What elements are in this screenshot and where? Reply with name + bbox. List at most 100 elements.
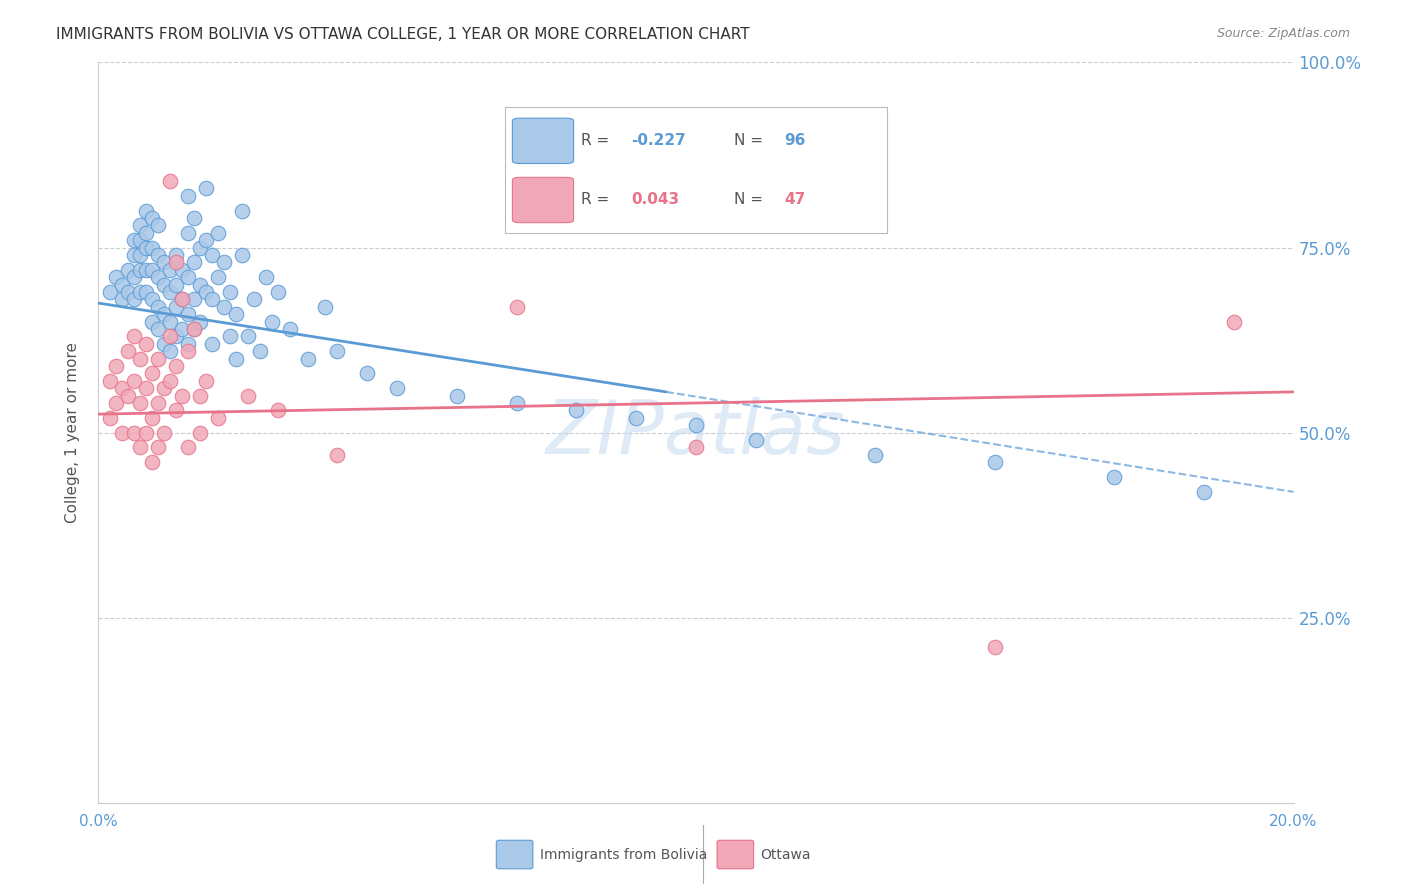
Point bbox=[219, 285, 242, 299]
Point bbox=[129, 396, 152, 410]
Point bbox=[177, 344, 200, 359]
Point bbox=[148, 396, 170, 410]
Point bbox=[141, 314, 163, 328]
Point bbox=[165, 403, 187, 417]
Point bbox=[984, 455, 1007, 469]
Point bbox=[135, 381, 157, 395]
Text: IMMIGRANTS FROM BOLIVIA VS OTTAWA COLLEGE, 1 YEAR OR MORE CORRELATION CHART: IMMIGRANTS FROM BOLIVIA VS OTTAWA COLLEG… bbox=[56, 27, 749, 42]
Point bbox=[129, 248, 152, 262]
Point bbox=[254, 270, 277, 285]
Point bbox=[385, 381, 409, 395]
Point bbox=[1104, 470, 1126, 484]
Point bbox=[159, 174, 181, 188]
Point bbox=[165, 248, 187, 262]
Point bbox=[159, 374, 181, 388]
Point bbox=[172, 388, 194, 402]
Y-axis label: College, 1 year or more: College, 1 year or more bbox=[65, 343, 80, 523]
Point bbox=[124, 233, 146, 247]
Point bbox=[141, 262, 163, 277]
Point bbox=[225, 351, 247, 366]
Point bbox=[685, 441, 707, 455]
Point bbox=[117, 344, 139, 359]
Point bbox=[135, 285, 157, 299]
Point bbox=[236, 388, 259, 402]
Point bbox=[225, 307, 247, 321]
Point bbox=[565, 403, 588, 417]
Point bbox=[111, 293, 134, 307]
Point bbox=[207, 226, 229, 240]
Point bbox=[159, 285, 181, 299]
Point bbox=[165, 255, 187, 269]
Point bbox=[446, 388, 468, 402]
Point bbox=[188, 240, 211, 255]
Point bbox=[129, 219, 152, 233]
Point bbox=[117, 262, 139, 277]
Point bbox=[188, 277, 211, 292]
Point bbox=[326, 344, 349, 359]
Point bbox=[865, 448, 887, 462]
Point bbox=[111, 425, 134, 440]
Text: Ottawa: Ottawa bbox=[761, 847, 811, 862]
Point bbox=[117, 388, 139, 402]
Point bbox=[183, 255, 205, 269]
Point bbox=[172, 322, 194, 336]
Point bbox=[129, 262, 152, 277]
Point bbox=[195, 181, 218, 195]
Point bbox=[177, 441, 200, 455]
Point bbox=[105, 270, 128, 285]
Point bbox=[135, 226, 157, 240]
Point bbox=[201, 293, 224, 307]
Point bbox=[98, 374, 122, 388]
Text: Source: ZipAtlas.com: Source: ZipAtlas.com bbox=[1216, 27, 1350, 40]
Point bbox=[141, 455, 163, 469]
Point bbox=[124, 270, 146, 285]
Point bbox=[195, 233, 218, 247]
Point bbox=[153, 381, 176, 395]
Point bbox=[148, 248, 170, 262]
Point bbox=[212, 255, 235, 269]
Point bbox=[124, 374, 146, 388]
Point bbox=[165, 359, 187, 373]
Point bbox=[231, 203, 253, 218]
Point bbox=[165, 329, 187, 343]
Point bbox=[153, 255, 176, 269]
Point bbox=[207, 410, 229, 425]
Point bbox=[201, 336, 224, 351]
Point bbox=[506, 396, 529, 410]
Point bbox=[153, 277, 176, 292]
Point bbox=[278, 322, 301, 336]
Point bbox=[188, 314, 211, 328]
Point bbox=[195, 374, 218, 388]
Point bbox=[129, 285, 152, 299]
Point bbox=[124, 329, 146, 343]
Point bbox=[148, 441, 170, 455]
Point bbox=[141, 410, 163, 425]
Point bbox=[148, 219, 170, 233]
Point bbox=[183, 211, 205, 225]
Point bbox=[148, 300, 170, 314]
Point bbox=[260, 314, 283, 328]
Point bbox=[129, 233, 152, 247]
Point bbox=[148, 322, 170, 336]
Point bbox=[177, 226, 200, 240]
Point bbox=[153, 336, 176, 351]
Point bbox=[111, 381, 134, 395]
Point bbox=[201, 248, 224, 262]
Point bbox=[105, 359, 128, 373]
Point bbox=[135, 262, 157, 277]
Point bbox=[111, 277, 134, 292]
Point bbox=[188, 388, 211, 402]
Point bbox=[1223, 314, 1246, 328]
Point bbox=[195, 285, 218, 299]
Point bbox=[117, 285, 139, 299]
Point bbox=[153, 425, 176, 440]
Point bbox=[243, 293, 266, 307]
Point bbox=[745, 433, 768, 447]
Point bbox=[141, 240, 163, 255]
Text: Immigrants from Bolivia: Immigrants from Bolivia bbox=[540, 847, 707, 862]
Point bbox=[685, 418, 707, 433]
Point bbox=[984, 640, 1007, 655]
Point bbox=[315, 300, 337, 314]
Point bbox=[159, 329, 181, 343]
Point bbox=[148, 351, 170, 366]
